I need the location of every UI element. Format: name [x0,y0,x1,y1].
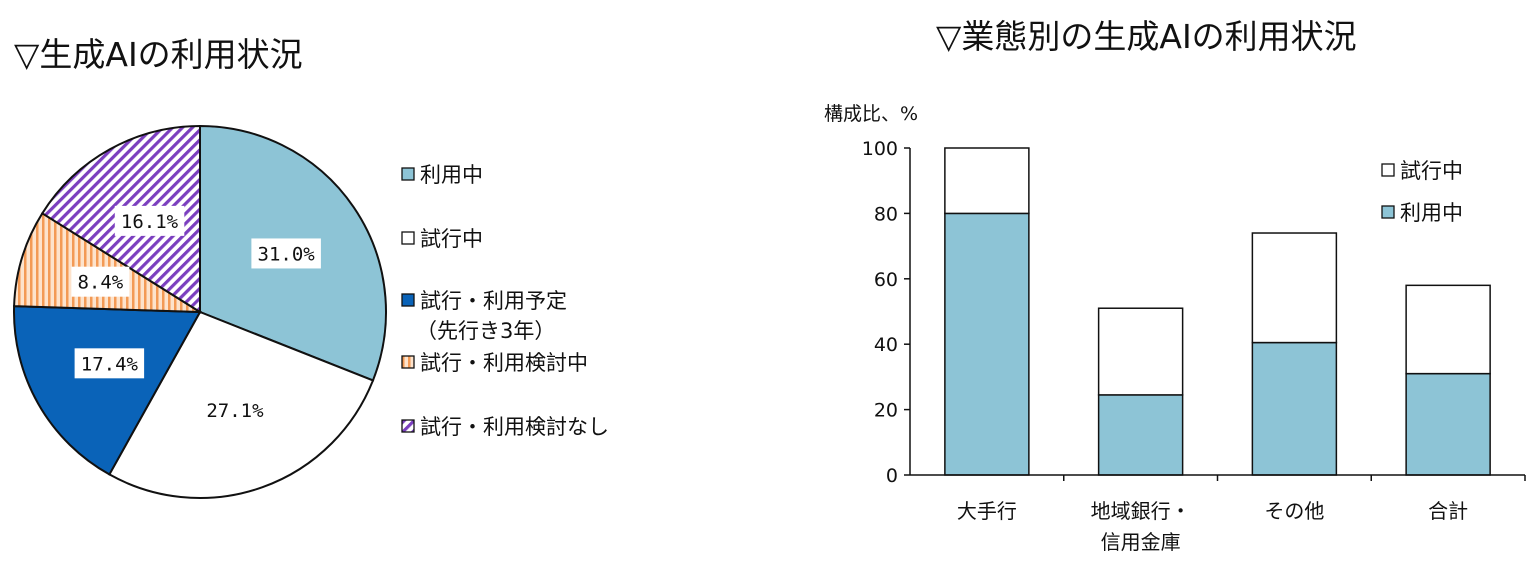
y-tick-label: 100 [862,138,898,160]
bar-segment-using [1251,341,1338,476]
legend-swatch-not-considering [401,419,415,433]
legend-label: 試行・利用予定 [420,289,567,313]
y-tick-label: 20 [874,400,898,422]
y-tick-label: 0 [886,465,898,487]
pie-value-label-box [251,238,321,269]
y-tick-label: 80 [874,203,898,225]
pie-value-label-box [74,348,145,379]
stacked-bar-chart: 構成比、% 0 20 40 60 80 100 大手行 地域銀行・信用金庫 その他 合計 試行中利… [824,103,1526,554]
legend-label: 利用中 [420,163,483,187]
pie-value-label: 17.4% [81,353,139,375]
legend-label: 試行・利用検討中 [420,351,588,375]
pie-slice-considering [13,211,204,314]
legend-swatch-trial [401,231,415,245]
y-tick-label: 60 [874,269,898,291]
legend-label: 試行・利用検討なし [420,415,609,439]
x-tick-label: その他 [1264,499,1324,523]
legend-swatch-planned [401,293,415,307]
pie-value-label: 27.1% [206,400,264,422]
y-axis-label: 構成比、% [824,103,918,125]
bar-segment-trial [944,147,1030,215]
x-tick-label-line2: 信用金庫 [1101,530,1181,554]
legend-label: 試行中 [420,227,483,251]
x-tick-label: 大手行 [957,499,1017,523]
legend-label-line2: （先行き3年） [416,319,555,343]
y-tick-label: 40 [874,334,898,356]
bar-segment-using [944,212,1030,476]
bar-chart-title: ▽業態別の生成AIの利用状況 [936,17,1357,56]
legend-swatch-using [401,167,415,181]
bar-legend-swatch-trial [1381,163,1395,177]
pie-slice-trial [108,310,375,499]
bar-segment-trial [1097,307,1184,396]
legend-swatch-considering [401,355,415,369]
bar-segment-using [1097,394,1184,476]
pie-value-label: 16.1% [121,211,179,233]
bar-legend-swatch-using [1381,205,1395,219]
bar-segment-using [1405,372,1491,476]
pie-slice-planned [13,305,202,476]
pie-value-label: 31.0% [258,243,316,265]
x-tick-label: 合計 [1428,499,1468,523]
pie-value-label: 8.4% [77,272,123,294]
bar-segment-trial [1405,284,1491,375]
pie-value-label-box [71,266,130,297]
pie-chart-title: ▽生成AIの利用状況 [14,35,303,74]
x-tick-label: 地域銀行・ [1091,499,1191,523]
bar-legend-label: 利用中 [1400,201,1463,225]
bar-segment-trial [1251,232,1338,344]
bar-legend-label: 試行中 [1400,159,1463,183]
pie-value-label-box [114,205,185,236]
